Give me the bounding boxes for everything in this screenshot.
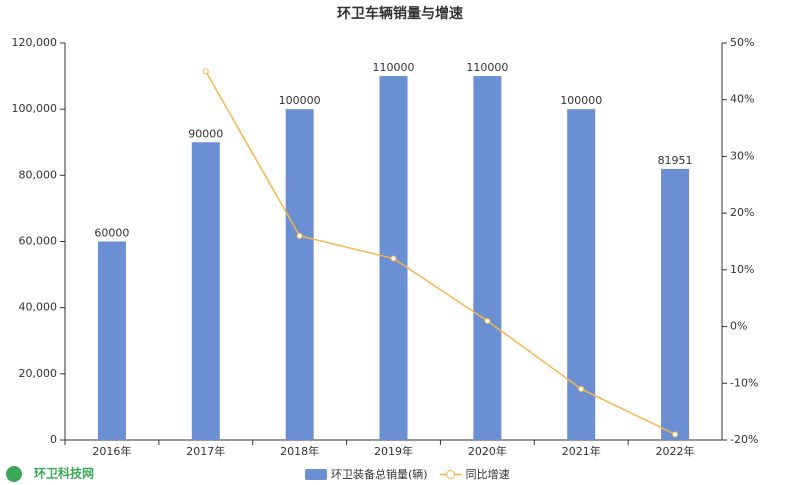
bar: [97, 241, 126, 440]
x-tick-label: 2022年: [656, 444, 695, 458]
y-tick-label: 100,000: [12, 102, 58, 115]
legend-label: 环卫装备总销量(辆): [331, 467, 428, 481]
bar-value-label: 110000: [373, 61, 415, 74]
y2-tick-label: 40%: [730, 93, 754, 106]
bar-value-label: 110000: [466, 61, 508, 74]
legend-swatch-point: [446, 470, 456, 479]
line-point: [296, 232, 303, 239]
x-tick-label: 2018年: [280, 444, 319, 458]
x-tick-label: 2016年: [92, 444, 131, 458]
line-point: [484, 317, 491, 324]
y2-tick-label: -20%: [730, 433, 758, 446]
bar-value-label: 100000: [279, 94, 321, 107]
bar: [661, 168, 690, 440]
chart-title: 环卫车辆销量与增速: [337, 5, 463, 22]
legend-label: 同比增速: [466, 467, 510, 481]
bar-value-label: 81951: [658, 154, 693, 167]
bar: [473, 76, 502, 440]
x-tick-label: 2017年: [186, 444, 225, 458]
y-tick-label: 120,000: [12, 36, 58, 49]
y-tick-label: 0: [50, 433, 57, 446]
y2-tick-label: 0%: [730, 320, 747, 333]
x-tick-label: 2020年: [468, 444, 507, 458]
line-point: [390, 255, 397, 262]
bar-value-label: 60000: [94, 227, 129, 240]
line: [205, 70, 676, 436]
bar: [567, 109, 596, 441]
bar: [285, 109, 314, 441]
y2-tick-label: 50%: [730, 36, 754, 49]
y-tick-label: 80,000: [19, 168, 58, 181]
watermark-icon: [6, 466, 22, 482]
bar-value-label: 100000: [560, 94, 602, 107]
y-tick-label: 60,000: [19, 235, 58, 248]
watermark: 环卫科技网: [34, 466, 94, 481]
x-tick-label: 2021年: [562, 444, 601, 458]
line-point: [578, 385, 585, 392]
line-point: [672, 431, 679, 438]
y2-tick-label: 20%: [730, 206, 754, 219]
legend-swatch: [305, 469, 327, 480]
y2-tick-label: -10%: [730, 376, 758, 389]
y-tick-label: 20,000: [19, 367, 58, 380]
line-point: [202, 68, 209, 75]
bar: [191, 142, 220, 440]
y-tick-label: 40,000: [19, 301, 58, 314]
y2-tick-label: 10%: [730, 263, 754, 276]
x-tick-label: 2019年: [374, 444, 413, 458]
bar-value-label: 90000: [188, 127, 223, 140]
y2-tick-label: 30%: [730, 149, 754, 162]
